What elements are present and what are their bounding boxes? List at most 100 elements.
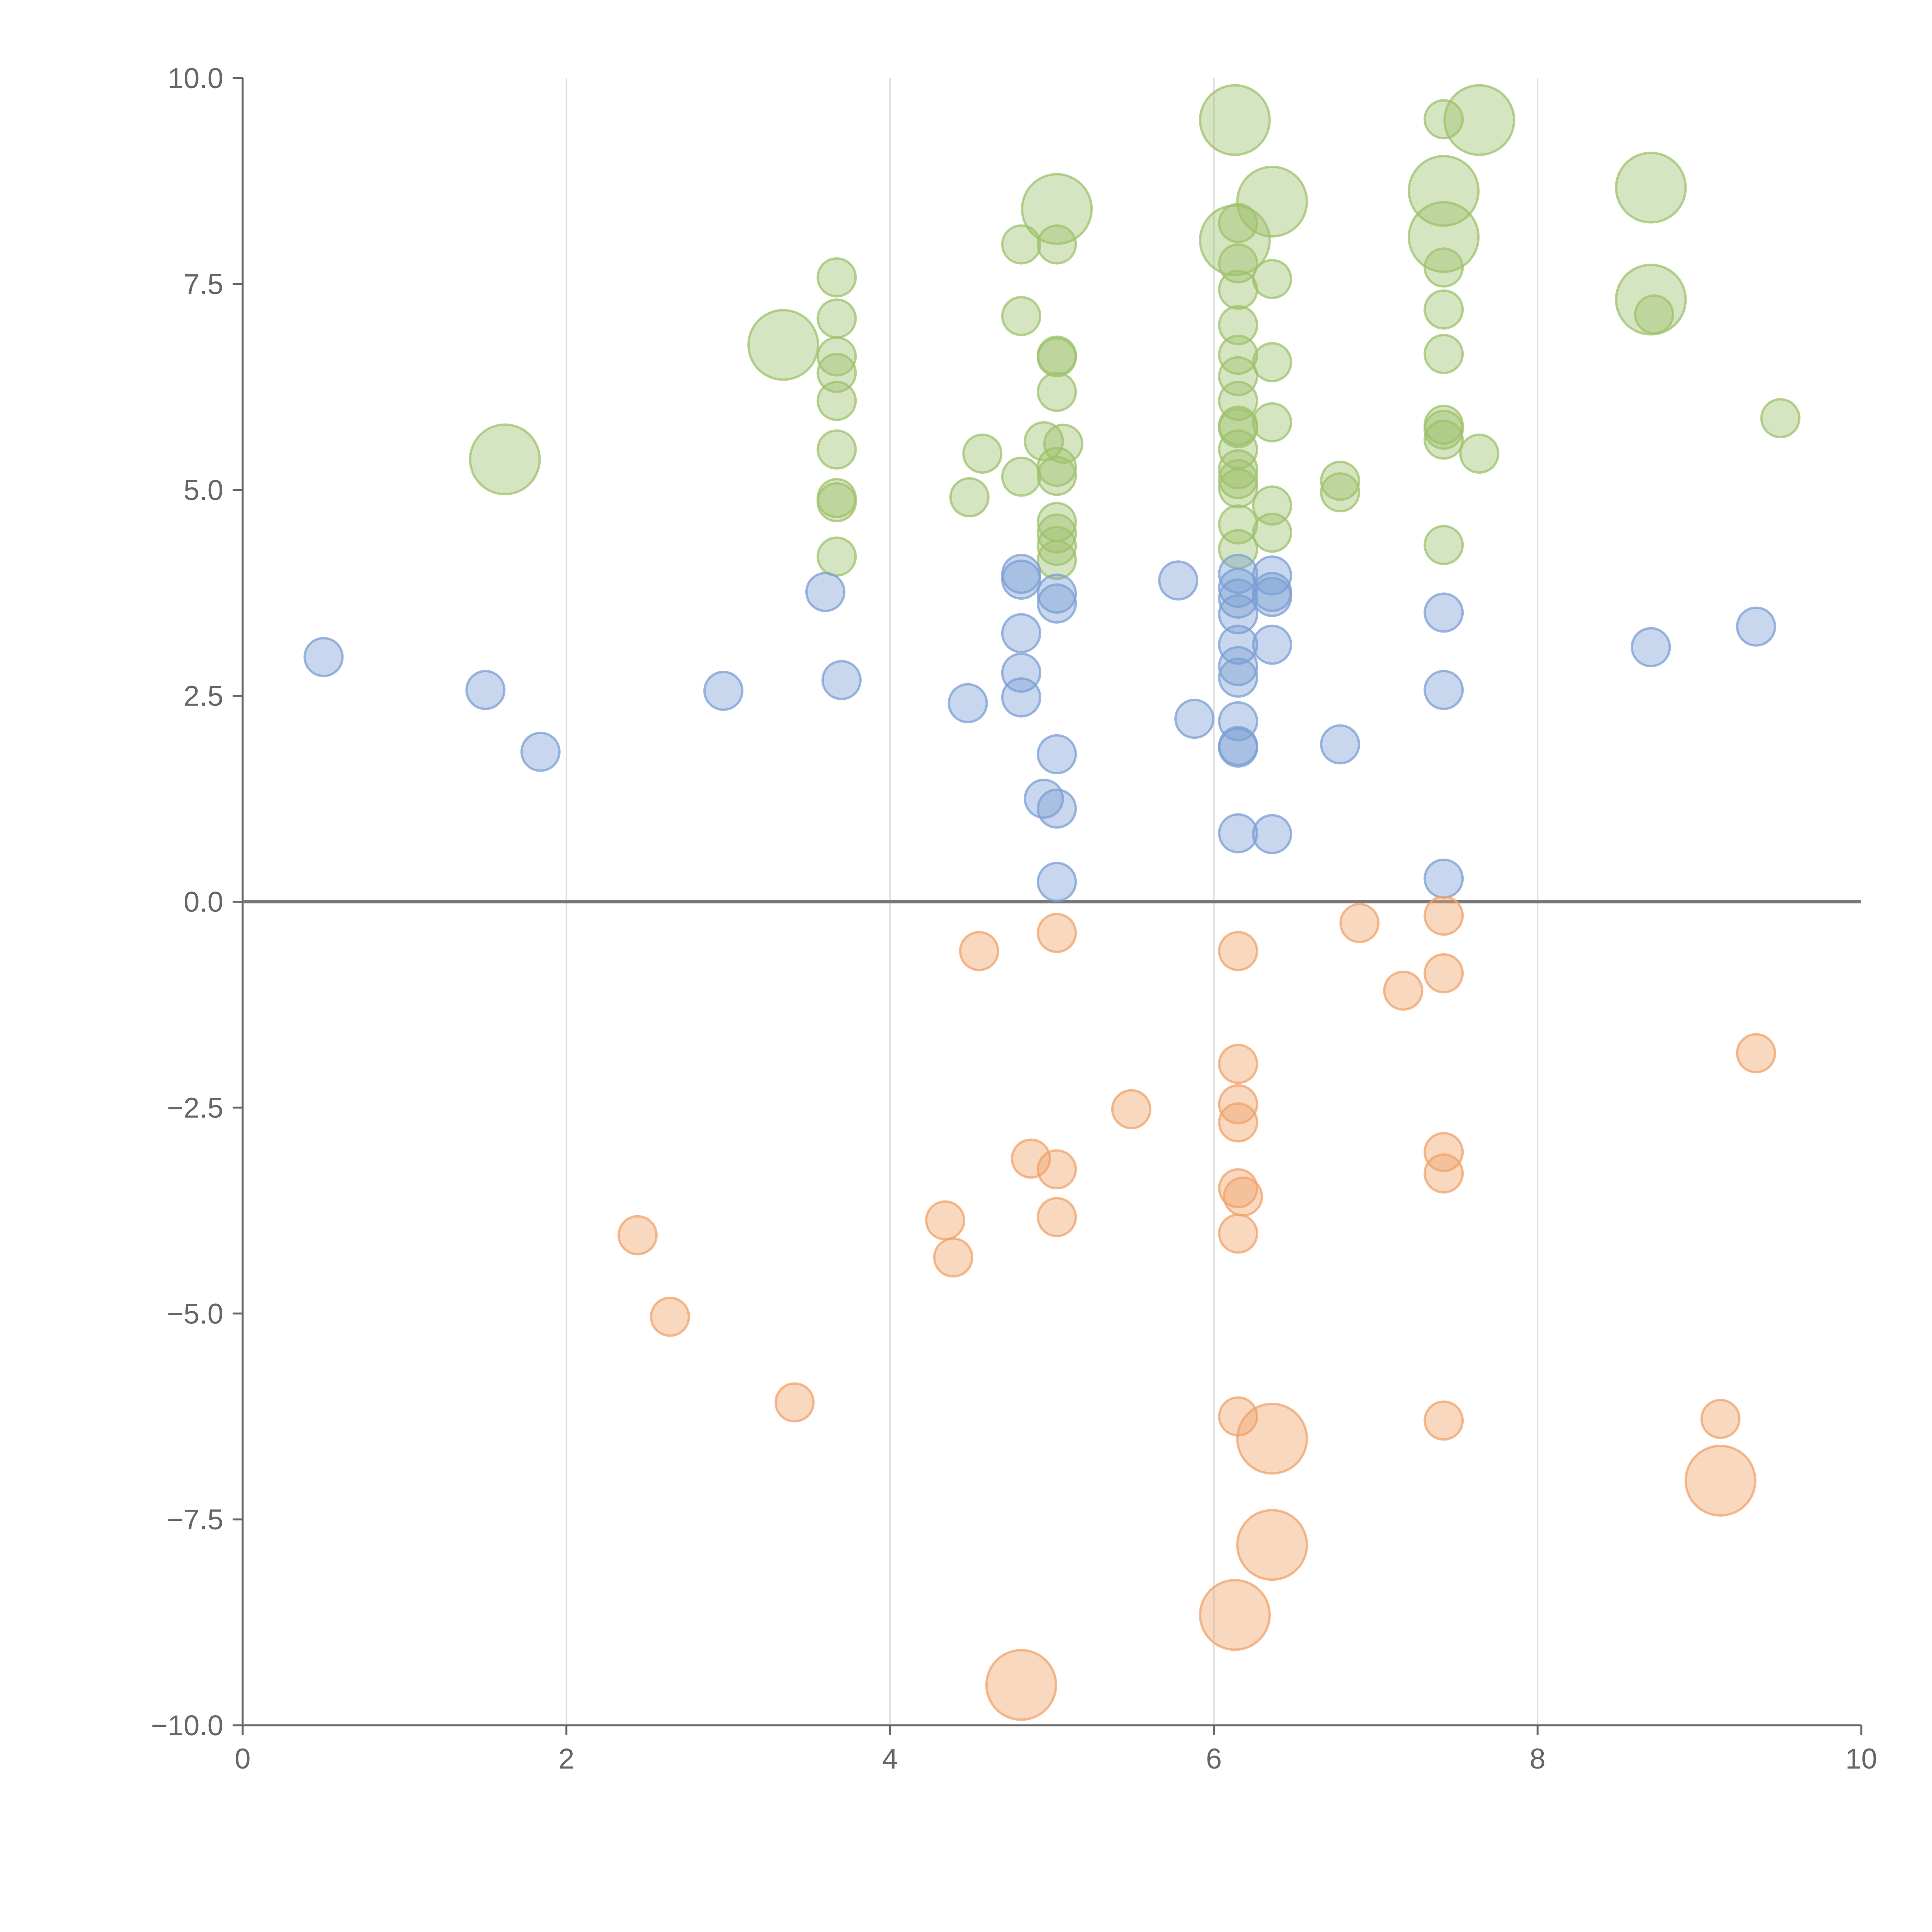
blue-bubble xyxy=(1001,560,1041,600)
orange-bubble xyxy=(1011,1138,1051,1179)
green-bubble xyxy=(1037,539,1077,580)
orange-bubble xyxy=(1236,1403,1308,1475)
green-bubble xyxy=(1252,512,1293,553)
y-tick-label: −7.5 xyxy=(167,1503,223,1536)
green-bubble xyxy=(1252,259,1293,299)
y-tick-label: −5.0 xyxy=(167,1298,223,1330)
blue-bubble xyxy=(1423,592,1464,633)
x-tick-label: 2 xyxy=(558,1743,574,1775)
blue-bubble xyxy=(1037,788,1077,829)
green-bubble xyxy=(469,423,541,495)
blue-bubble xyxy=(1218,624,1259,665)
green-bubble xyxy=(1615,264,1687,336)
green-bubble xyxy=(1408,201,1480,273)
green-bubble xyxy=(1408,155,1480,227)
blue-bubble xyxy=(1218,657,1259,698)
green-bubble xyxy=(1218,459,1259,500)
orange-bubble xyxy=(1684,1444,1757,1517)
green-bubble xyxy=(1001,296,1041,337)
green-bubble xyxy=(747,309,820,381)
green-bubble xyxy=(816,536,857,577)
green-bubble xyxy=(816,429,857,470)
green-bubble xyxy=(1423,410,1464,450)
orange-bubble xyxy=(1037,1149,1077,1190)
orange-bubble xyxy=(1111,1089,1151,1129)
blue-bubble xyxy=(520,731,561,772)
blue-bubble xyxy=(465,670,506,710)
x-tick-label: 6 xyxy=(1206,1743,1222,1775)
orange-bubble xyxy=(1423,953,1464,993)
orange-bubble xyxy=(617,1215,658,1255)
orange-bubble xyxy=(1218,1044,1259,1084)
orange-bubble xyxy=(1700,1399,1741,1439)
blue-bubble xyxy=(1252,555,1293,596)
green-bubble xyxy=(816,381,857,421)
blue-bubble xyxy=(1252,624,1293,665)
blue-bubble xyxy=(1174,699,1215,739)
y-tick-label: 10.0 xyxy=(168,62,223,94)
orange-bubble xyxy=(774,1382,815,1423)
blue-bubble xyxy=(1423,858,1464,899)
green-bubble xyxy=(1423,334,1464,374)
green-bubble xyxy=(962,433,1003,474)
green-bubble xyxy=(1037,372,1077,412)
blue-bubble xyxy=(1218,646,1259,686)
green-bubble xyxy=(816,336,857,377)
green-bubble xyxy=(1037,337,1077,378)
blue-bubble xyxy=(1001,677,1041,718)
orange-bubble xyxy=(1736,1033,1776,1073)
orange-bubble xyxy=(959,931,999,971)
orange-bubble xyxy=(925,1200,966,1241)
y-tick-label: 7.5 xyxy=(184,268,223,300)
orange-bubble xyxy=(1223,1176,1263,1217)
green-bubble xyxy=(1218,408,1259,448)
y-tick-label: −2.5 xyxy=(167,1092,223,1124)
green-bubble xyxy=(1443,84,1515,156)
blue-bubble xyxy=(1218,727,1259,768)
blue-bubble xyxy=(821,660,862,701)
blue-bubble xyxy=(1252,577,1293,617)
green-bubble xyxy=(1199,204,1271,276)
blue-bubble xyxy=(1320,724,1361,765)
series-layer xyxy=(303,84,1801,1721)
green-bubble xyxy=(1021,173,1093,245)
orange-bubble xyxy=(1423,1153,1464,1194)
orange-bubble xyxy=(985,1649,1057,1721)
orange-bubble xyxy=(1218,931,1259,971)
green-bubble xyxy=(949,477,990,517)
blue-bubble xyxy=(703,670,744,711)
blue-bubble xyxy=(947,683,988,723)
green-bubble xyxy=(1218,335,1259,375)
x-tick-label: 4 xyxy=(882,1743,898,1775)
green-bubble xyxy=(1634,294,1674,335)
green-bubble xyxy=(1423,419,1464,460)
green-bubble xyxy=(1043,423,1083,464)
x-tick-label: 8 xyxy=(1530,1743,1546,1775)
green-bubble xyxy=(1320,461,1361,501)
series-green xyxy=(469,84,1801,580)
green-bubble xyxy=(1423,247,1464,288)
blue-bubble xyxy=(1423,670,1464,710)
x-tick-label: 10 xyxy=(1845,1743,1877,1775)
orange-bubble xyxy=(1236,1509,1308,1581)
blue-bubble xyxy=(1037,583,1077,624)
blue-bubble xyxy=(1252,814,1293,854)
green-bubble xyxy=(1001,456,1041,497)
orange-bubble xyxy=(1423,1400,1464,1441)
y-tick-label: 0.0 xyxy=(184,886,223,918)
blue-bubble xyxy=(805,572,846,612)
orange-bubble xyxy=(1037,1197,1077,1237)
orange-bubble xyxy=(1037,913,1077,953)
x-tick-label: 0 xyxy=(235,1743,250,1775)
orange-bubble xyxy=(650,1296,690,1337)
orange-bubble xyxy=(1199,1579,1271,1651)
orange-bubble xyxy=(1423,1132,1464,1172)
axis-layer: 0 2 4 6 8 10 10.0 7.5 5.0 2.5 0.0 −2.5 −5.0 −7.5 −10.0 xyxy=(151,62,1877,1775)
blue-bubble xyxy=(1218,813,1259,854)
orange-bubble xyxy=(1218,1213,1259,1254)
green-bubble xyxy=(1252,402,1293,442)
y-tick-label: −10.0 xyxy=(151,1709,223,1742)
blue-bubble xyxy=(1736,606,1776,647)
green-bubble xyxy=(1037,447,1077,487)
